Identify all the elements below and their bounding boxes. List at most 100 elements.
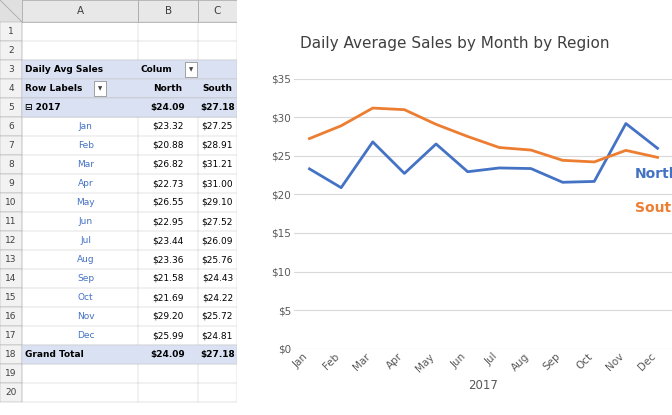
Bar	[0, 307, 22, 326]
Text: Sep: Sep	[77, 274, 94, 283]
Bar	[0, 231, 22, 250]
Text: 14: 14	[5, 274, 17, 283]
Text: $26.82: $26.82	[153, 160, 183, 169]
Bar	[22, 98, 237, 117]
Text: Oct: Oct	[78, 293, 93, 302]
Bar	[0, 193, 22, 212]
Text: $24.09: $24.09	[151, 350, 185, 359]
Text: 15: 15	[5, 293, 17, 302]
Bar	[185, 62, 197, 77]
Text: $27.52: $27.52	[202, 217, 233, 226]
Text: C: C	[214, 6, 221, 16]
Text: 1: 1	[8, 27, 14, 36]
Text: 12: 12	[5, 236, 17, 245]
Bar	[0, 41, 22, 60]
Text: 6: 6	[8, 122, 14, 131]
Bar	[0, 79, 22, 98]
Text: $29.20: $29.20	[153, 312, 183, 321]
Bar	[138, 0, 198, 22]
Text: $23.36: $23.36	[153, 255, 184, 264]
Bar	[22, 79, 237, 98]
Text: 7: 7	[8, 141, 14, 150]
Text: $23.32: $23.32	[153, 122, 183, 131]
Bar	[0, 136, 22, 155]
Text: $25.76: $25.76	[202, 255, 233, 264]
Text: A: A	[77, 6, 83, 16]
Text: $26.09: $26.09	[202, 236, 233, 245]
Text: $27.18: $27.18	[200, 103, 235, 112]
Bar	[0, 22, 22, 41]
Text: Jan: Jan	[79, 122, 93, 131]
Bar	[0, 364, 22, 383]
Text: 16: 16	[5, 312, 17, 321]
Text: $27.18: $27.18	[200, 350, 235, 359]
Text: Colum: Colum	[140, 65, 172, 74]
Text: 19: 19	[5, 369, 17, 378]
Text: 20: 20	[5, 388, 17, 397]
Text: 18: 18	[5, 350, 17, 359]
Text: ▼: ▼	[97, 86, 102, 91]
Bar	[0, 155, 22, 174]
Text: 4: 4	[8, 84, 14, 93]
Bar	[0, 383, 22, 402]
Text: ▼: ▼	[189, 67, 194, 72]
Text: $21.69: $21.69	[153, 293, 184, 302]
Text: B: B	[165, 6, 171, 16]
Text: $23.44: $23.44	[153, 236, 183, 245]
Text: $20.88: $20.88	[153, 141, 184, 150]
Text: Nov: Nov	[77, 312, 95, 321]
Bar	[0, 174, 22, 193]
Text: Daily Average Sales by Month by Region: Daily Average Sales by Month by Region	[300, 36, 609, 51]
Text: $28.91: $28.91	[202, 141, 233, 150]
Text: $22.73: $22.73	[153, 179, 183, 188]
Text: $25.99: $25.99	[153, 331, 184, 340]
Text: Feb: Feb	[78, 141, 94, 150]
Text: Mar: Mar	[77, 160, 94, 169]
Bar	[22, 98, 237, 117]
Bar	[198, 0, 237, 22]
Bar	[0, 345, 22, 364]
Bar	[0, 117, 22, 136]
Text: Dec: Dec	[77, 331, 95, 340]
Text: Jul: Jul	[81, 236, 91, 245]
Text: $31.21: $31.21	[202, 160, 233, 169]
Text: Aug: Aug	[77, 255, 95, 264]
Text: 8: 8	[8, 160, 14, 169]
Text: $27.25: $27.25	[202, 122, 233, 131]
Text: ⊟ 2017: ⊟ 2017	[24, 103, 60, 112]
Text: South: South	[202, 84, 233, 93]
Text: Apr: Apr	[78, 179, 93, 188]
Bar	[22, 345, 237, 364]
Bar	[0, 60, 22, 79]
Bar	[0, 0, 22, 22]
Text: May: May	[77, 198, 95, 207]
Bar	[0, 212, 22, 231]
Text: $21.58: $21.58	[153, 274, 184, 283]
Bar	[0, 98, 22, 117]
Bar	[22, 60, 237, 79]
Text: Grand Total: Grand Total	[24, 350, 83, 359]
Text: 11: 11	[5, 217, 17, 226]
Text: 13: 13	[5, 255, 17, 264]
Text: 5: 5	[8, 103, 14, 112]
Text: $24.09: $24.09	[151, 103, 185, 112]
Text: North: North	[635, 167, 672, 181]
Bar	[0, 288, 22, 307]
Text: $29.10: $29.10	[202, 198, 233, 207]
Text: $26.55: $26.55	[153, 198, 184, 207]
Bar	[0, 326, 22, 345]
Text: North: North	[153, 84, 183, 93]
Text: 2: 2	[8, 46, 14, 55]
Bar	[22, 0, 138, 22]
Text: Row Labels: Row Labels	[24, 84, 82, 93]
Text: $24.43: $24.43	[202, 274, 233, 283]
Text: $31.00: $31.00	[202, 179, 233, 188]
Text: 17: 17	[5, 331, 17, 340]
X-axis label: 2017: 2017	[468, 379, 499, 392]
Text: $24.22: $24.22	[202, 293, 233, 302]
Text: $25.72: $25.72	[202, 312, 233, 321]
Text: South: South	[635, 200, 672, 215]
Text: 9: 9	[8, 179, 14, 188]
Text: Jun: Jun	[79, 217, 93, 226]
Text: 10: 10	[5, 198, 17, 207]
